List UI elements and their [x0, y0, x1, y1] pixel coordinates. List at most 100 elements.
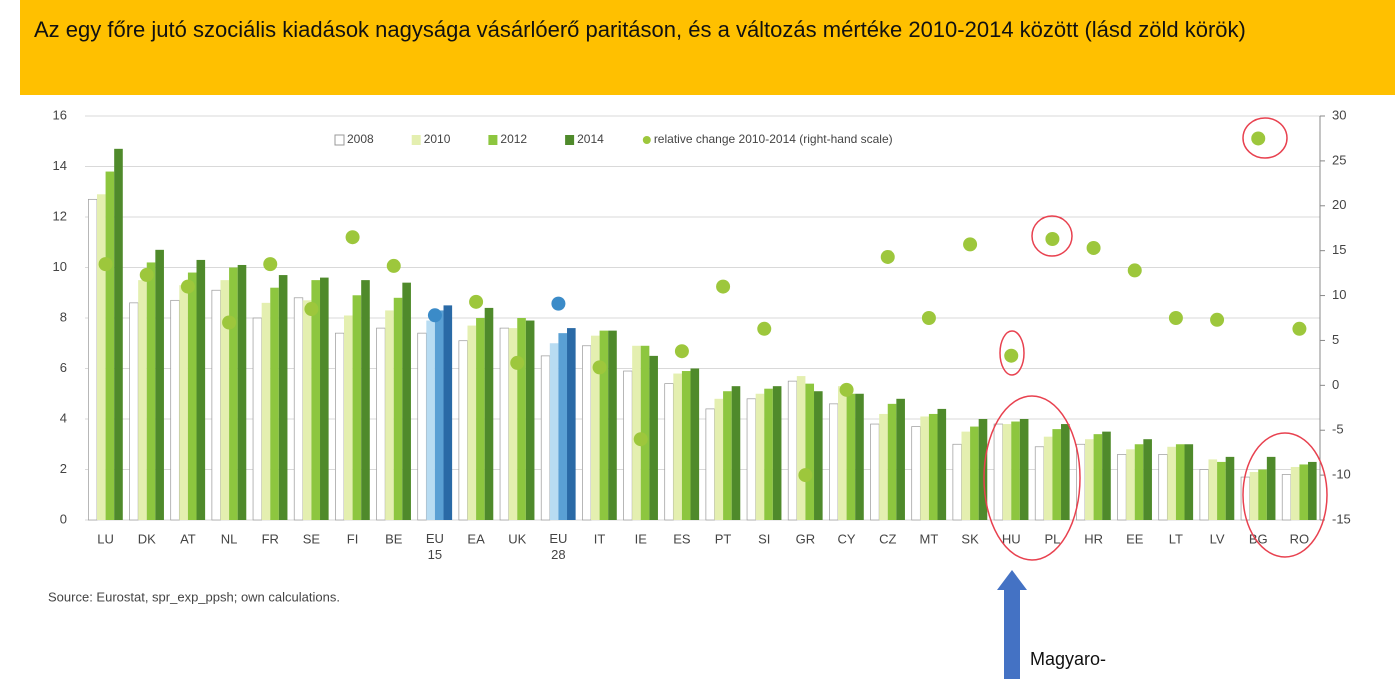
bar	[1102, 431, 1111, 520]
bar	[179, 285, 188, 520]
bar	[211, 289, 221, 521]
bar	[1225, 456, 1235, 520]
bar	[385, 310, 394, 520]
legend-swatch	[488, 135, 498, 145]
point	[386, 258, 401, 273]
bar	[1134, 444, 1144, 520]
bar	[1208, 459, 1218, 520]
bar	[426, 320, 435, 520]
bar	[1143, 439, 1152, 520]
legend-label: 2008	[347, 132, 374, 146]
bar	[170, 299, 180, 521]
bar	[928, 413, 938, 520]
bar	[920, 416, 929, 520]
y-tick-label: 0	[60, 511, 67, 526]
bar	[805, 383, 815, 520]
point	[427, 308, 442, 323]
x-tick-label: SE	[303, 531, 321, 546]
bar	[129, 302, 139, 521]
bar	[155, 249, 164, 520]
source: Source: Eurostat, spr_exp_ppsh; own calc…	[48, 589, 340, 604]
y2-tick-label: 25	[1332, 152, 1346, 167]
point	[222, 315, 237, 330]
x-tick-label: CZ	[879, 531, 896, 546]
bar	[335, 332, 345, 521]
bar	[855, 393, 864, 520]
bar	[681, 371, 691, 520]
x-tick-label: GR	[796, 531, 816, 546]
bar	[261, 302, 271, 520]
bar	[723, 391, 732, 520]
bar	[640, 345, 650, 520]
y2-tick-label: 5	[1332, 332, 1339, 347]
bar	[1158, 454, 1168, 521]
plot: 0 2 4 6 8 10 12 14 16 -15 -10 -5 0 5 10 15 20 25 30 LU DK AT N…	[53, 107, 1351, 562]
bar	[1199, 469, 1209, 521]
bar	[1299, 464, 1309, 520]
bar	[1281, 474, 1292, 521]
point	[139, 267, 154, 282]
x-tick-label: EU 15	[426, 531, 444, 562]
bar	[879, 413, 888, 520]
legend-label: 2010	[424, 132, 451, 146]
bar	[1308, 461, 1317, 520]
bar	[887, 403, 897, 520]
bar	[1052, 429, 1062, 520]
bar	[138, 280, 147, 520]
bar	[467, 325, 477, 520]
y2-tick-label: 15	[1332, 242, 1346, 257]
bar	[417, 332, 427, 521]
bar	[608, 330, 617, 520]
bar	[196, 259, 206, 520]
bar	[937, 408, 947, 520]
bar	[146, 262, 156, 520]
point	[716, 279, 731, 294]
legend-swatch	[411, 135, 421, 145]
bar	[352, 295, 362, 520]
bar	[978, 419, 988, 520]
bar	[970, 426, 979, 520]
x-tick-label: IE	[635, 531, 648, 546]
point	[1127, 263, 1142, 278]
point	[1045, 231, 1060, 246]
x-tick-label: PT	[715, 531, 732, 546]
bar	[549, 343, 559, 520]
annotation: Magyaro-	[1030, 649, 1106, 669]
bar	[302, 300, 312, 520]
bar	[582, 345, 592, 521]
x-tick-label: BE	[385, 531, 403, 546]
y-tick-label: 12	[53, 208, 67, 223]
bar	[508, 328, 518, 520]
bar	[1061, 424, 1070, 520]
x-tick-label: HR	[1084, 531, 1103, 546]
legend-label: 2014	[577, 132, 604, 146]
bar	[714, 398, 724, 520]
legend-swatch	[334, 134, 345, 146]
bar	[1002, 424, 1012, 520]
y-tick-label: 16	[53, 107, 67, 122]
x-tick-label: RO	[1290, 531, 1310, 546]
point	[1168, 311, 1183, 325]
bar	[270, 287, 279, 520]
bar	[1175, 444, 1185, 520]
bar	[558, 333, 568, 520]
y-tick-label: 14	[53, 158, 67, 173]
point	[551, 296, 566, 311]
bar	[590, 335, 600, 520]
bar	[1249, 472, 1259, 520]
bar	[1117, 454, 1127, 521]
bar	[1184, 444, 1194, 520]
bar	[1266, 456, 1276, 520]
point	[880, 249, 895, 264]
bar	[88, 198, 98, 521]
bar	[814, 391, 823, 520]
bar	[690, 368, 700, 520]
arrow	[997, 570, 1027, 679]
bar	[376, 327, 386, 521]
bar	[1084, 439, 1094, 520]
y2-tick-label: -5	[1332, 422, 1344, 437]
bar	[278, 275, 288, 520]
point	[1210, 312, 1225, 327]
bar	[443, 305, 453, 520]
